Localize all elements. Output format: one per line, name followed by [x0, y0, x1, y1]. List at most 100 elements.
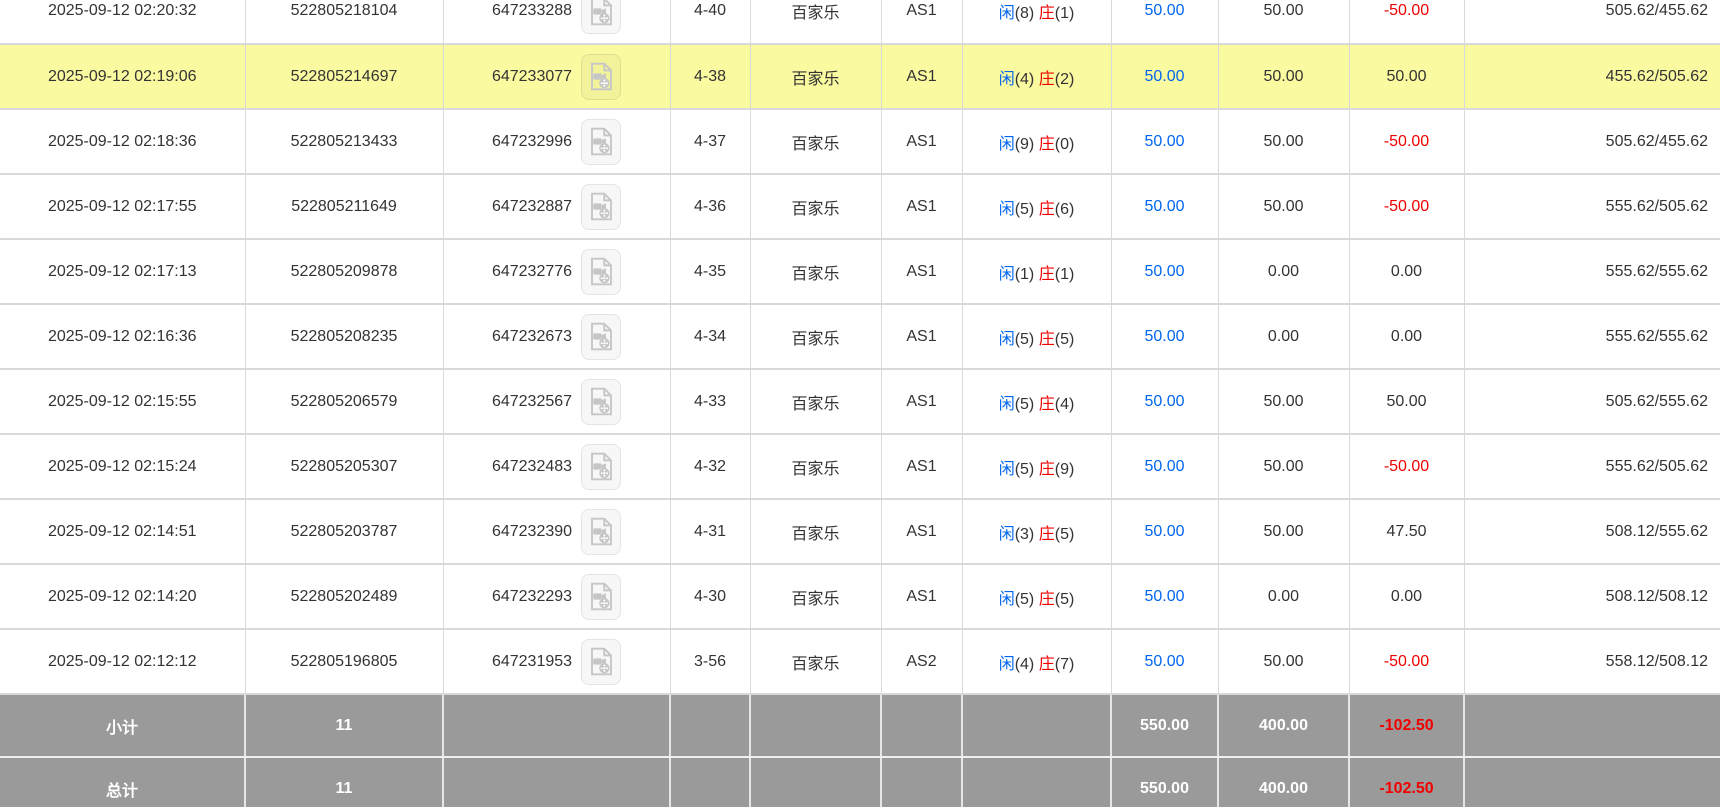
cell-round-number: 4-30 — [670, 564, 751, 630]
cell-game-result: 闲(3) 庄(5) — [962, 499, 1112, 565]
video-replay-icon — [590, 387, 612, 416]
cell-game-type: 百家乐 — [750, 44, 882, 110]
banker-result-score: (7) — [1054, 655, 1075, 673]
banker-result-score: (5) — [1054, 525, 1075, 543]
cell-valid-amount: 50.00 — [1218, 369, 1350, 435]
banker-result-score: (1) — [1054, 265, 1075, 283]
cell-valid-amount: 50.00 — [1218, 499, 1350, 565]
video-replay-button[interactable] — [581, 313, 622, 360]
bet-record-row[interactable]: 2025-09-12 02:20:32 522805218104 6472332… — [0, 0, 1720, 45]
cell-balance: 555.62/555.62 — [1464, 304, 1720, 370]
summary-valid-total: 400.00 — [1218, 694, 1350, 758]
banker-result-score: (2) — [1054, 70, 1075, 88]
cell-game-id: 647232776 — [443, 239, 671, 305]
video-replay-button[interactable] — [581, 53, 622, 100]
player-result-label: 闲 — [998, 265, 1015, 283]
game-id-text: 647233288 — [491, 2, 573, 19]
cell-win-loss: 47.50 — [1349, 499, 1465, 565]
cell-game-type: 百家乐 — [750, 0, 882, 45]
cell-bet-id: 522805206579 — [245, 369, 444, 435]
cell-win-loss: -50.00 — [1349, 174, 1465, 240]
summary-valid-total: 400.00 — [1218, 757, 1350, 807]
player-result-score: (4) — [1014, 655, 1035, 673]
bet-record-row[interactable]: 2025-09-12 02:15:24 522805205307 6472324… — [0, 434, 1720, 500]
cell-win-loss: 0.00 — [1349, 239, 1465, 305]
video-replay-button[interactable] — [581, 508, 622, 555]
cell-bet-time: 2025-09-12 02:17:55 — [0, 174, 246, 240]
player-result-score: (5) — [1014, 200, 1035, 218]
video-replay-button[interactable] — [581, 118, 622, 165]
banker-result-score: (5) — [1054, 590, 1075, 608]
bet-record-row[interactable]: 2025-09-12 02:19:06 522805214697 6472330… — [0, 44, 1720, 110]
bet-record-row[interactable]: 2025-09-12 02:18:36 522805213433 6472329… — [0, 109, 1720, 175]
cell-round-number: 4-31 — [670, 499, 751, 565]
banker-result-label: 庄 — [1038, 655, 1055, 673]
bet-record-row[interactable]: 2025-09-12 02:15:55 522805206579 6472325… — [0, 369, 1720, 435]
cell-table-id: AS1 — [881, 304, 963, 370]
game-id-text: 647232673 — [491, 327, 573, 345]
cell-balance: 555.62/505.62 — [1464, 434, 1720, 500]
player-result-label: 闲 — [998, 200, 1015, 218]
cell-balance: 505.62/455.62 — [1464, 0, 1720, 45]
cell-game-type: 百家乐 — [750, 629, 882, 695]
cell-bet-time: 2025-09-12 02:18:36 — [0, 109, 246, 175]
bet-record-row[interactable]: 2025-09-12 02:17:55 522805211649 6472328… — [0, 174, 1720, 240]
bet-record-row[interactable]: 2025-09-12 02:12:12 522805196805 6472319… — [0, 629, 1720, 695]
bet-record-row[interactable]: 2025-09-12 02:14:20 522805202489 6472322… — [0, 564, 1720, 630]
cell-bet-id: 522805203787 — [245, 499, 444, 565]
cell-win-loss: 50.00 — [1349, 369, 1465, 435]
cell-game-result: 闲(5) 庄(5) — [962, 564, 1112, 630]
cell-round-number: 4-37 — [670, 109, 751, 175]
cell-game-id: 647232996 — [443, 109, 671, 175]
cell-bet-amount: 50.00 — [1111, 304, 1219, 370]
cell-game-result: 闲(5) 庄(9) — [962, 434, 1112, 500]
cell-game-result: 闲(4) 庄(2) — [962, 44, 1112, 110]
cell-bet-id: 522805214697 — [245, 44, 444, 110]
banker-result-score: (5) — [1054, 330, 1075, 348]
player-result-label: 闲 — [998, 395, 1015, 413]
summary-count: 11 — [245, 757, 444, 807]
cell-bet-id: 522805211649 — [245, 174, 444, 240]
banker-result-label: 庄 — [1038, 135, 1055, 153]
cell-balance: 508.12/508.12 — [1464, 564, 1720, 630]
video-replay-button[interactable] — [581, 378, 622, 425]
video-replay-button[interactable] — [581, 638, 622, 685]
cell-game-type: 百家乐 — [750, 499, 882, 565]
cell-bet-time: 2025-09-12 02:19:06 — [0, 44, 246, 110]
video-replay-button[interactable] — [581, 248, 622, 295]
cell-bet-amount: 50.00 — [1111, 434, 1219, 500]
video-replay-button[interactable] — [581, 183, 622, 230]
banker-result-label: 庄 — [1038, 265, 1055, 283]
banker-result-score: (9) — [1054, 460, 1075, 478]
video-replay-icon — [590, 192, 612, 221]
cell-bet-time: 2025-09-12 02:12:12 — [0, 629, 246, 695]
video-replay-icon — [590, 62, 612, 91]
cell-valid-amount: 50.00 — [1218, 434, 1350, 500]
banker-result-score: (1) — [1054, 5, 1075, 22]
summary-bet-total: 550.00 — [1111, 694, 1219, 758]
video-replay-icon — [590, 582, 612, 611]
cell-game-id: 647232673 — [443, 304, 671, 370]
bet-record-row[interactable]: 2025-09-12 02:16:36 522805208235 6472326… — [0, 304, 1720, 370]
cell-win-loss: -50.00 — [1349, 629, 1465, 695]
cell-bet-time: 2025-09-12 02:15:55 — [0, 369, 246, 435]
video-replay-button[interactable] — [581, 573, 622, 620]
player-result-score: (1) — [1014, 265, 1035, 283]
video-replay-button[interactable] — [581, 0, 622, 34]
game-id-text: 647232776 — [491, 262, 573, 280]
cell-game-id: 647233288 — [443, 0, 671, 45]
cell-bet-id: 522805196805 — [245, 629, 444, 695]
video-replay-icon — [590, 127, 612, 156]
cell-table-id: AS1 — [881, 0, 963, 45]
cell-bet-amount: 50.00 — [1111, 239, 1219, 305]
player-result-label: 闲 — [998, 330, 1015, 348]
cell-balance: 455.62/505.62 — [1464, 44, 1720, 110]
bet-record-row[interactable]: 2025-09-12 02:17:13 522805209878 6472327… — [0, 239, 1720, 305]
cell-game-type: 百家乐 — [750, 109, 882, 175]
bet-record-row[interactable]: 2025-09-12 02:14:51 522805203787 6472323… — [0, 499, 1720, 565]
cell-balance: 555.62/505.62 — [1464, 174, 1720, 240]
cell-valid-amount: 50.00 — [1218, 629, 1350, 695]
cell-table-id: AS2 — [881, 629, 963, 695]
video-replay-icon — [590, 257, 612, 286]
video-replay-button[interactable] — [581, 443, 622, 490]
